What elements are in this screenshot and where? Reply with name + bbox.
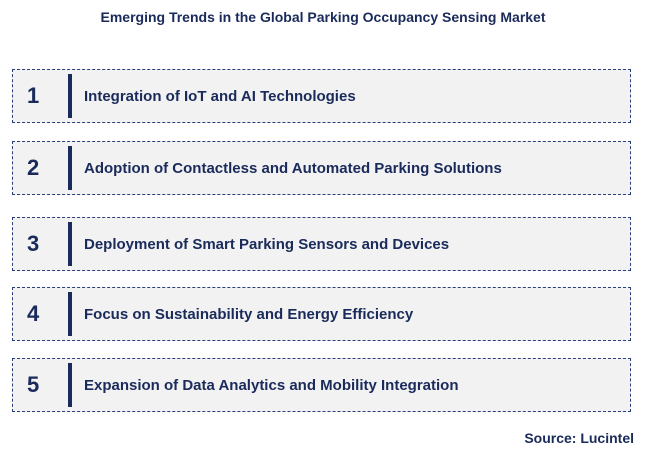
trend-number: 1: [27, 83, 40, 108]
trend-number: 3: [27, 231, 40, 256]
trend-label: Integration of IoT and AI Technologies: [84, 87, 356, 105]
divider: [68, 292, 72, 336]
trend-box: 4 Focus on Sustainability and Energy Eff…: [12, 287, 631, 341]
trend-label: Expansion of Data Analytics and Mobility…: [84, 376, 459, 394]
trend-box: 3 Deployment of Smart Parking Sensors an…: [12, 217, 631, 271]
trend-box: 1 Integration of IoT and AI Technologies: [12, 69, 631, 123]
trend-box: 5 Expansion of Data Analytics and Mobili…: [12, 358, 631, 412]
trend-label: Deployment of Smart Parking Sensors and …: [84, 235, 450, 253]
title: Emerging Trends in the Global Parking Oc…: [100, 9, 546, 25]
divider: [68, 146, 72, 190]
divider: [68, 222, 72, 266]
trend-label: Focus on Sustainability and Energy Effic…: [84, 305, 414, 323]
trend-number: 2: [27, 155, 40, 180]
trend-number: 5: [27, 372, 40, 397]
trend-box: 2 Adoption of Contactless and Automated …: [12, 141, 631, 195]
divider: [68, 74, 72, 118]
trend-number: 4: [27, 301, 40, 326]
source: Source: Lucintel: [524, 430, 634, 446]
trend-label: Adoption of Contactless and Automated Pa…: [84, 159, 502, 177]
divider: [68, 363, 72, 407]
